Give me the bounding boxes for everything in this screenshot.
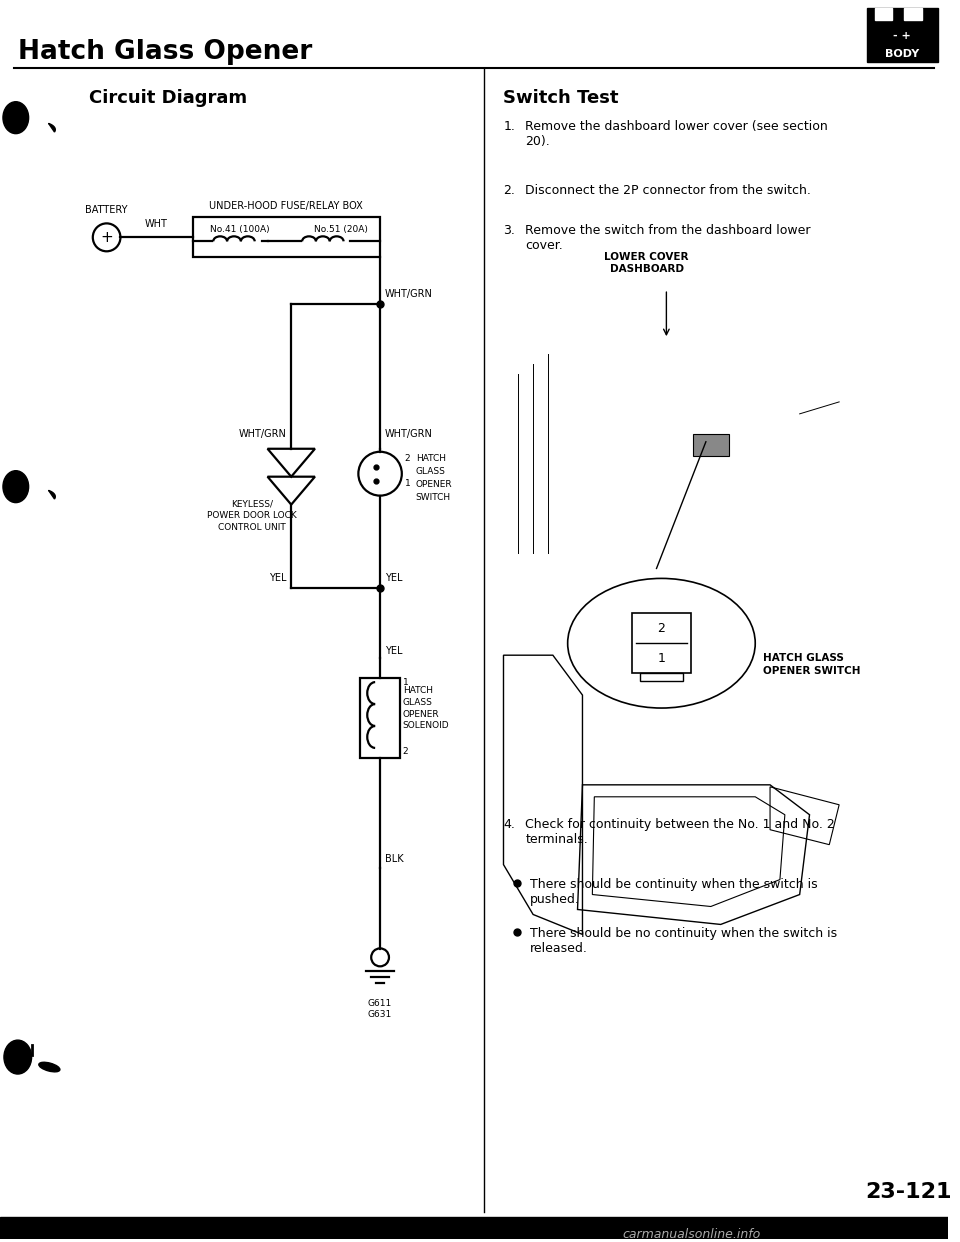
Text: BATTERY: BATTERY xyxy=(85,205,128,215)
Text: POWER DOOR LOCK: POWER DOOR LOCK xyxy=(206,510,297,520)
Text: 1.: 1. xyxy=(503,119,516,133)
Text: KEYLESS/: KEYLESS/ xyxy=(230,499,273,508)
Text: No.51 (20A): No.51 (20A) xyxy=(314,225,368,235)
Text: 1: 1 xyxy=(405,479,411,488)
Text: www.emanualpro.com: www.emanualpro.com xyxy=(18,1222,133,1232)
Text: OPENER SWITCH: OPENER SWITCH xyxy=(763,666,860,676)
Text: Switch Test: Switch Test xyxy=(503,88,619,107)
Text: Remove the switch from the dashboard lower
cover.: Remove the switch from the dashboard low… xyxy=(525,225,810,252)
Text: There should be continuity when the switch is
pushed.: There should be continuity when the swit… xyxy=(530,878,818,905)
Text: 2: 2 xyxy=(403,748,408,756)
Text: - +: - + xyxy=(894,31,911,41)
Text: HATCH GLASS: HATCH GLASS xyxy=(763,653,844,663)
Bar xyxy=(904,7,923,20)
Text: HATCH: HATCH xyxy=(403,686,433,694)
Text: Remove the dashboard lower cover (see section
20).: Remove the dashboard lower cover (see se… xyxy=(525,119,828,148)
Text: carmanualsonline.info: carmanualsonline.info xyxy=(622,1228,760,1241)
Text: Check for continuity between the No. 1 and No. 2
terminals.: Check for continuity between the No. 1 a… xyxy=(525,817,835,846)
Text: WHT/GRN: WHT/GRN xyxy=(385,289,433,299)
Text: 3.: 3. xyxy=(503,225,516,237)
Text: 1: 1 xyxy=(403,678,409,687)
Bar xyxy=(193,217,380,257)
Text: There should be no continuity when the switch is
released.: There should be no continuity when the s… xyxy=(530,928,837,955)
Text: SWITCH: SWITCH xyxy=(416,493,451,502)
Bar xyxy=(632,614,691,673)
Text: OPENER: OPENER xyxy=(416,481,452,489)
Text: GLASS: GLASS xyxy=(403,698,433,707)
Text: WHT/GRN: WHT/GRN xyxy=(238,428,286,438)
Polygon shape xyxy=(49,491,56,499)
Text: Circuit Diagram: Circuit Diagram xyxy=(89,88,247,107)
Text: HATCH: HATCH xyxy=(416,455,445,463)
Text: YEL: YEL xyxy=(269,574,286,584)
Text: G611: G611 xyxy=(368,1000,393,1009)
Text: G631: G631 xyxy=(368,1010,393,1020)
Text: DASHBOARD: DASHBOARD xyxy=(610,265,684,274)
Text: 23-121: 23-121 xyxy=(865,1181,951,1202)
Ellipse shape xyxy=(4,1040,32,1074)
Bar xyxy=(875,7,893,20)
Bar xyxy=(0,1217,948,1238)
Ellipse shape xyxy=(3,471,29,503)
Text: 2.: 2. xyxy=(503,185,516,197)
Text: UNDER-HOOD FUSE/RELAY BOX: UNDER-HOOD FUSE/RELAY BOX xyxy=(209,201,363,211)
Bar xyxy=(693,433,729,456)
Text: Hatch Glass Opener: Hatch Glass Opener xyxy=(18,39,312,65)
Text: BODY: BODY xyxy=(885,48,920,58)
Text: +: + xyxy=(100,230,113,245)
Text: YEL: YEL xyxy=(385,574,402,584)
Ellipse shape xyxy=(38,1062,60,1072)
Text: BLK: BLK xyxy=(385,853,403,863)
Text: 4.: 4. xyxy=(503,817,516,831)
Polygon shape xyxy=(49,123,56,132)
Text: LOWER COVER: LOWER COVER xyxy=(605,252,689,262)
Text: GLASS: GLASS xyxy=(416,467,445,476)
Text: CONTROL UNIT: CONTROL UNIT xyxy=(218,523,286,532)
Text: 2: 2 xyxy=(658,622,665,635)
Text: OPENER: OPENER xyxy=(403,709,440,719)
Text: Disconnect the 2P connector from the switch.: Disconnect the 2P connector from the swi… xyxy=(525,185,811,197)
Bar xyxy=(867,7,938,62)
Text: 2: 2 xyxy=(405,455,410,463)
Text: WHT: WHT xyxy=(145,220,167,230)
Ellipse shape xyxy=(3,102,29,134)
Text: YEL: YEL xyxy=(385,646,402,656)
Text: 1: 1 xyxy=(658,652,665,664)
Text: WHT/GRN: WHT/GRN xyxy=(385,428,433,438)
Bar xyxy=(639,673,684,681)
Text: No.41 (100A): No.41 (100A) xyxy=(210,225,270,235)
Bar xyxy=(360,678,399,758)
Text: SOLENOID: SOLENOID xyxy=(403,722,449,730)
